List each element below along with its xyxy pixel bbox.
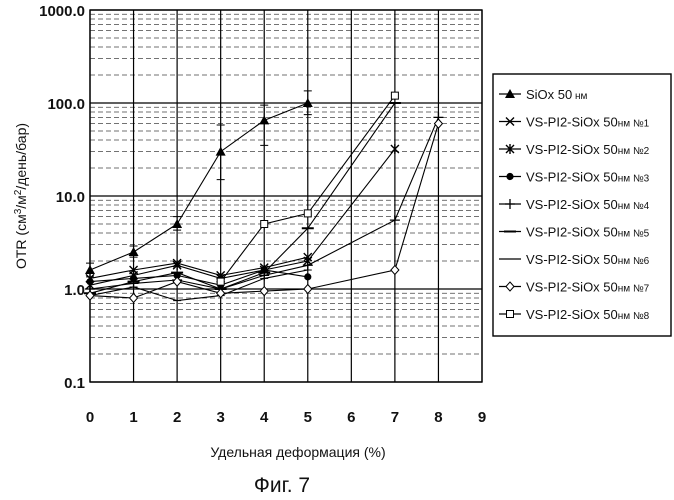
legend-label-unit: нм №7: [618, 284, 650, 295]
dot-mark: [304, 273, 311, 280]
x-tick-label: 0: [86, 409, 94, 426]
square-mark: [261, 220, 268, 227]
legend-label-unit: нм №8: [618, 311, 650, 322]
y-tick-label: 0.1: [64, 375, 85, 392]
y-tick-label: 1000.0: [39, 3, 85, 20]
marker-dot: [506, 173, 513, 180]
square-mark: [217, 278, 224, 285]
ylabel-part-3: /день/бар): [13, 123, 29, 190]
x-tick-label: 5: [304, 409, 312, 426]
x-tick-label: 6: [347, 409, 355, 426]
y-tick-label: 10.0: [56, 189, 85, 206]
marker-square: [304, 210, 311, 217]
legend-label-main: VS-PI2-SiOx 50: [526, 280, 618, 295]
legend-label-unit: нм №3: [618, 174, 650, 185]
square-mark: [391, 92, 398, 99]
x-tick-label: 8: [434, 409, 442, 426]
legend-label-main: VS-PI2-SiOx 50: [526, 170, 618, 185]
otr-chart: 0.1 1.0 10.0 100.0 1000.0 0 1 2 3 4 5 6 7 8 9 OTR (см3…: [0, 0, 674, 500]
x-tick-label: 2: [173, 409, 181, 426]
x-tick-label: 1: [129, 409, 137, 426]
legend-label-main: SiOx 50: [526, 87, 572, 102]
ylabel-part-1: OTR (см: [13, 214, 29, 269]
y-axis-label: OTR (см3/м2/день/бар): [13, 123, 30, 269]
marker-square: [507, 311, 514, 318]
marker-square: [217, 278, 224, 285]
dot-mark: [506, 173, 513, 180]
figure-caption: Фиг. 7: [254, 474, 310, 497]
legend-label-unit: нм №6: [618, 256, 650, 267]
legend-label-main: VS-PI2-SiOx 50: [526, 197, 618, 212]
x-tick-label: 7: [391, 409, 399, 426]
legend-label-unit: нм №4: [618, 201, 650, 212]
ylabel-part-2: /м: [13, 195, 29, 209]
marker-dot: [304, 273, 311, 280]
square-mark: [304, 210, 311, 217]
y-tick-label: 1.0: [64, 282, 85, 299]
legend-label-main: VS-PI2-SiOx 50: [526, 252, 618, 267]
x-tick-label: 9: [478, 409, 486, 426]
y-tick-label: 100.0: [47, 96, 85, 113]
legend-label-unit: нм №5: [618, 229, 650, 240]
x-axis-label: Удельная деформация (%): [210, 444, 385, 460]
legend-label-unit: нм №2: [618, 146, 650, 157]
marker-square: [261, 220, 268, 227]
legend-label-main: VS-PI2-SiOx 50: [526, 307, 618, 322]
marker-square: [391, 92, 398, 99]
x-tick-label: 4: [260, 409, 269, 426]
legend-label-unit: нм №1: [618, 119, 650, 130]
square-mark: [507, 311, 514, 318]
legend-label-main: VS-PI2-SiOx 50: [526, 225, 618, 240]
legend-label-main: VS-PI2-SiOx 50: [526, 142, 618, 157]
legend-label-main: VS-PI2-SiOx 50: [526, 115, 618, 130]
x-tick-label: 3: [216, 409, 224, 426]
legend-label-unit: нм: [572, 91, 587, 102]
